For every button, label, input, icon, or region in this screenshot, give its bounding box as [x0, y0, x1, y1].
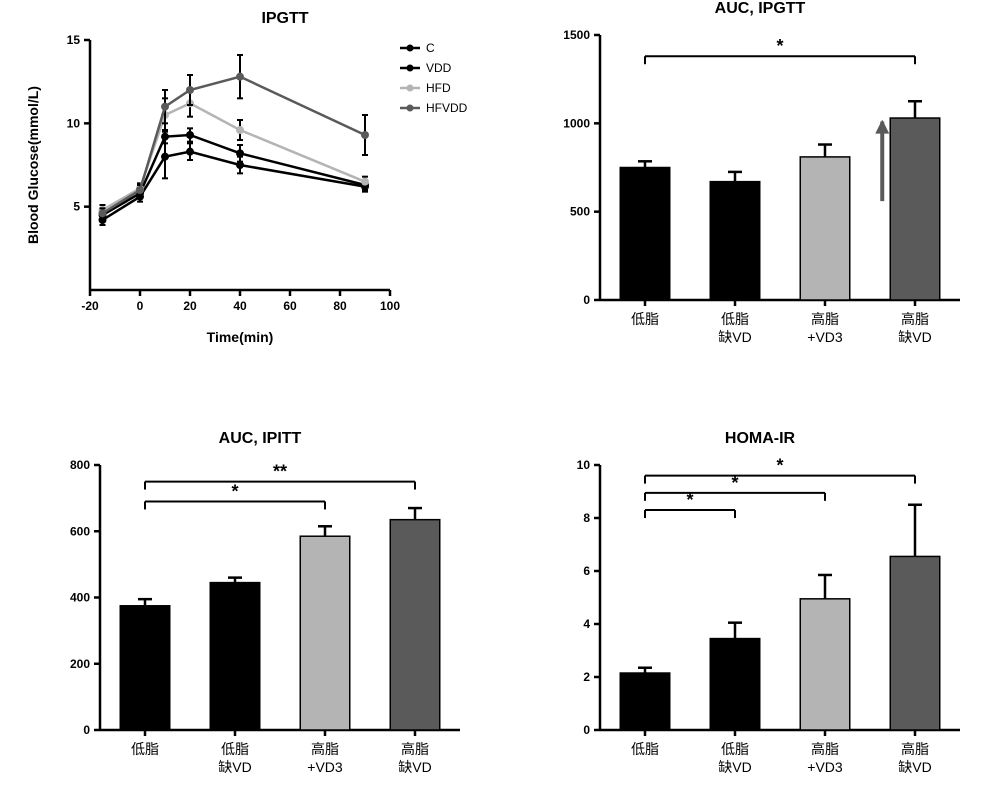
svg-text:C: C [426, 41, 435, 55]
svg-text:低脂: 低脂 [631, 741, 659, 757]
svg-text:800: 800 [70, 458, 90, 472]
svg-text:0: 0 [83, 723, 90, 737]
svg-text:10: 10 [577, 458, 591, 472]
svg-text:200: 200 [70, 657, 90, 671]
svg-text:-20: -20 [81, 299, 99, 313]
auc-ipgtt-chart: 0 500 1000 1500 低脂 低脂缺VD 高脂 +VD3 高脂缺VD * [540, 20, 980, 370]
svg-text:+VD3: +VD3 [807, 329, 843, 345]
ipgtt-line-chart: 5 10 15 -20 0 20 40 60 80 100 Time(min) Blood Gluco… [20, 30, 490, 350]
svg-text:缺VD: 缺VD [718, 329, 751, 345]
svg-text:0: 0 [583, 293, 590, 307]
ipgtt-title: IPGTT [80, 10, 490, 28]
svg-text:5: 5 [73, 200, 80, 214]
svg-text:VDD: VDD [426, 61, 452, 75]
svg-text:高脂: 高脂 [811, 741, 839, 757]
homa-ir-title: HOMA-IR [540, 430, 980, 448]
svg-text:**: ** [273, 462, 287, 482]
svg-text:HFVDD: HFVDD [426, 101, 468, 115]
auc-ipgtt-title: AUC, IPGTT [540, 0, 980, 18]
auc-ipitt-panel: AUC, IPITT 0 200 400 600 800 低脂 低脂缺VD 高脂 +VD3 高脂缺… [40, 430, 480, 810]
svg-text:*: * [686, 490, 693, 510]
svg-text:2: 2 [583, 670, 590, 684]
svg-text:500: 500 [570, 205, 590, 219]
homa-ir-chart: 0 2 4 6 8 10 低脂 低脂缺VD 高脂 +VD3 高脂缺VD * * * [540, 450, 980, 800]
auc-ipitt-chart: 0200400600800低脂低脂缺VD高脂+VD3高脂缺VD*** [40, 450, 480, 800]
svg-text:高脂: 高脂 [401, 741, 429, 757]
svg-text:缺VD: 缺VD [718, 759, 751, 775]
svg-text:高脂: 高脂 [901, 741, 929, 757]
svg-text:60: 60 [283, 299, 297, 313]
svg-text:缺VD: 缺VD [398, 759, 431, 775]
homa-ir-panel: HOMA-IR 0 2 4 6 8 10 低脂 低脂缺VD 高脂 +VD3 高脂缺VD * * * [540, 430, 980, 810]
svg-text:+VD3: +VD3 [307, 759, 343, 775]
svg-text:4: 4 [583, 617, 590, 631]
svg-text:15: 15 [67, 33, 81, 47]
svg-text:*: * [776, 36, 783, 56]
svg-text:8: 8 [583, 511, 590, 525]
svg-text:100: 100 [380, 299, 400, 313]
ipgtt-line-panel: IPGTT 5 10 15 -20 0 20 40 60 80 100 Time(min) Blood… [20, 10, 490, 360]
svg-text:80: 80 [333, 299, 347, 313]
svg-text:低脂: 低脂 [721, 741, 749, 757]
svg-text:1500: 1500 [563, 28, 590, 42]
svg-text:20: 20 [183, 299, 197, 313]
svg-text:6: 6 [583, 564, 590, 578]
svg-text:低脂: 低脂 [131, 741, 159, 757]
svg-text:*: * [776, 456, 783, 476]
svg-text:Blood Glucose(mmol/L): Blood Glucose(mmol/L) [25, 86, 41, 244]
svg-text:高脂: 高脂 [311, 741, 339, 757]
svg-text:10: 10 [67, 116, 81, 130]
svg-text:+VD3: +VD3 [807, 759, 843, 775]
svg-text:缺VD: 缺VD [218, 759, 251, 775]
svg-text:缺VD: 缺VD [898, 759, 931, 775]
svg-text:1000: 1000 [563, 116, 590, 130]
svg-text:缺VD: 缺VD [898, 329, 931, 345]
svg-text:低脂: 低脂 [631, 311, 659, 327]
svg-text:Time(min): Time(min) [207, 329, 274, 345]
svg-text:高脂: 高脂 [901, 311, 929, 327]
svg-text:40: 40 [233, 299, 247, 313]
svg-text:400: 400 [70, 591, 90, 605]
svg-text:高脂: 高脂 [811, 311, 839, 327]
auc-ipgtt-panel: AUC, IPGTT 0 500 1000 1500 低脂 低脂缺VD 高脂 +VD3 高脂缺V… [540, 0, 980, 380]
svg-text:600: 600 [70, 524, 90, 538]
auc-ipitt-title: AUC, IPITT [40, 430, 480, 448]
svg-text:0: 0 [583, 723, 590, 737]
svg-text:0: 0 [137, 299, 144, 313]
svg-text:HFD: HFD [426, 81, 451, 95]
svg-text:低脂: 低脂 [221, 741, 249, 757]
svg-text:低脂: 低脂 [721, 311, 749, 327]
svg-text:*: * [231, 481, 238, 501]
svg-text:*: * [731, 473, 738, 493]
